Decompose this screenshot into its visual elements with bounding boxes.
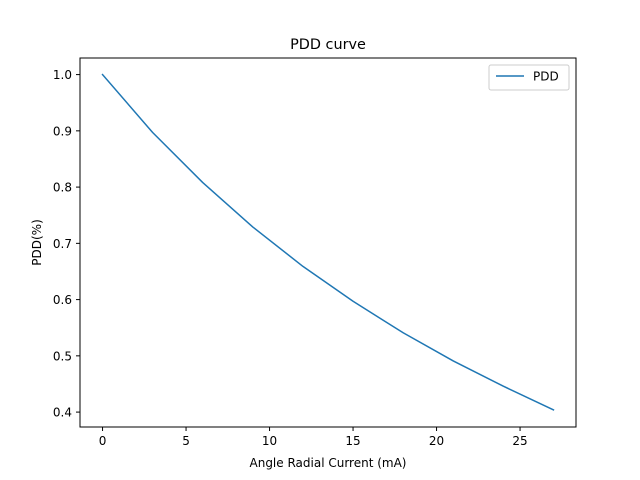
series-layer xyxy=(101,73,555,411)
y-tick-label: 0.8 xyxy=(53,181,72,195)
plot-frame xyxy=(79,57,577,428)
y-tick-label: 0.5 xyxy=(53,349,72,363)
legend-box xyxy=(488,64,570,91)
x-tick-label: 25 xyxy=(512,434,527,448)
y-tick-label: 0.9 xyxy=(53,124,72,138)
x-tick-label: 0 xyxy=(99,434,107,448)
legend-label-pdd: PDD xyxy=(533,70,559,84)
x-tick-label: 15 xyxy=(345,434,360,448)
y-tick-label: 0.6 xyxy=(53,293,72,307)
y-axis-ticks: 0.4 0.5 0.6 0.7 0.8 0.9 1.0 xyxy=(53,68,80,420)
y-tick-label: 0.7 xyxy=(53,237,72,251)
y-tick-label: 0.4 xyxy=(53,406,72,420)
x-axis-label: Angle Radial Current (mA) xyxy=(250,456,407,470)
y-axis-label: PDD(%) xyxy=(30,219,44,265)
y-tick-label: 1.0 xyxy=(53,68,72,82)
x-tick-label: 5 xyxy=(182,434,190,448)
series-line-pdd xyxy=(101,73,555,411)
x-tick-label: 10 xyxy=(262,434,277,448)
chart-title: PDD curve xyxy=(290,37,366,53)
x-axis-ticks: 0 5 10 15 20 25 xyxy=(99,427,528,448)
legend: PDD xyxy=(488,64,570,91)
x-tick-label: 20 xyxy=(429,434,444,448)
